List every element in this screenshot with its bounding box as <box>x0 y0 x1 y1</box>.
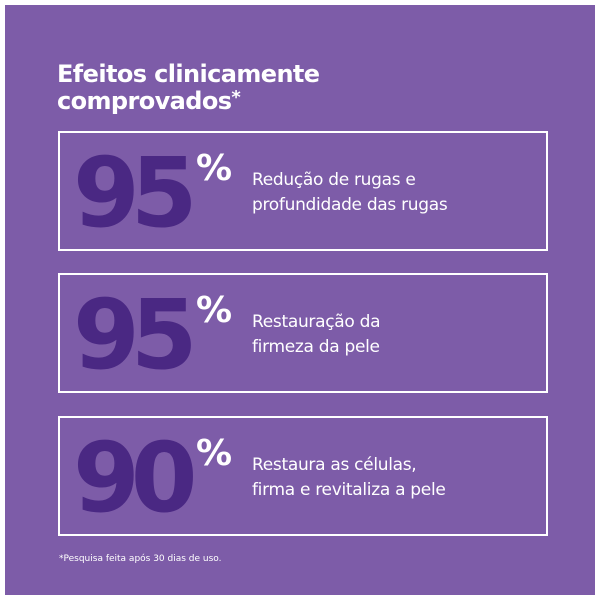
stat-description-line-1: Restaura as células, <box>252 455 417 475</box>
stat-percent-sign: % <box>196 433 233 474</box>
title-line-1: Efeitos clinicamente <box>57 60 320 88</box>
stat-description: Restauração da firmeza da pele <box>252 310 381 360</box>
footnote: *Pesquisa feita após 30 dias de uso. <box>59 554 222 564</box>
stat-description-line-2: firmeza da pele <box>252 337 380 357</box>
stat-description-line-2: profundidade das rugas <box>252 195 448 215</box>
stat-description: Restaura as células, firma e revitaliza … <box>252 453 446 503</box>
stat-description: Redução de rugas e profundidade das ruga… <box>252 168 448 218</box>
stat-card-cell-restoration: 90 % Restaura as células, firma e revita… <box>58 416 548 536</box>
stat-number: 90 <box>73 422 198 534</box>
title-line-2-text: comprovados <box>57 87 232 115</box>
page-title: Efeitos clinicamente comprovados* <box>57 60 320 115</box>
stat-description-line-2: firma e revitaliza a pele <box>252 480 446 500</box>
stat-percent-sign: % <box>196 290 233 331</box>
title-asterisk: * <box>231 87 241 108</box>
stat-number: 95 <box>73 137 198 249</box>
stat-number: 95 <box>73 279 198 391</box>
stat-card-wrinkle-reduction: 95 % Redução de rugas e profundidade das… <box>58 131 548 251</box>
stat-percent-sign: % <box>196 148 233 189</box>
stat-card-firmness-restoration: 95 % Restauração da firmeza da pele <box>58 273 548 393</box>
stat-description-line-1: Restauração da <box>252 312 381 332</box>
promo-panel: Efeitos clinicamente comprovados* 95 % R… <box>5 5 595 595</box>
stat-description-line-1: Redução de rugas e <box>252 170 416 190</box>
title-line-2: comprovados* <box>57 87 319 115</box>
